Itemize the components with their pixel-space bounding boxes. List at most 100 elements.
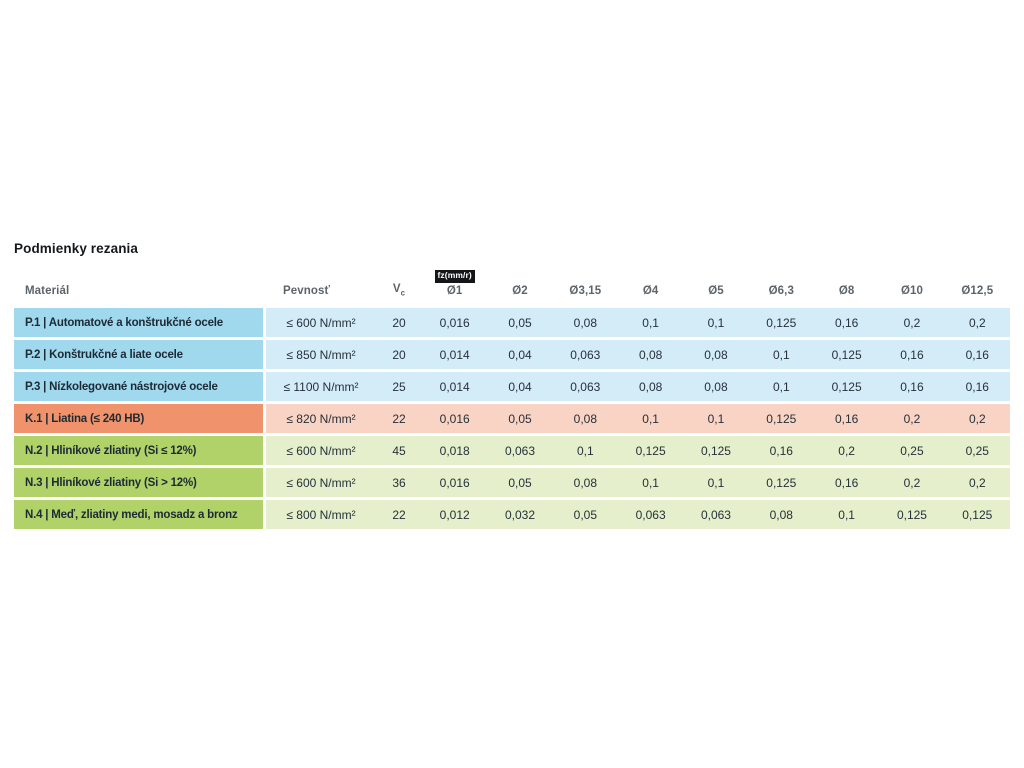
fz-cell: 0,1 <box>748 372 814 401</box>
cutting-conditions-table: Materiál Pevnosť Vc fz(mm/r) Ø1 Ø2 Ø3,15 Ø4 Ø… <box>14 260 1010 532</box>
vc-header-label: Vc <box>392 282 406 297</box>
fz-cell: 0,05 <box>487 308 553 337</box>
diameter-header-label: Ø10 <box>900 285 923 297</box>
fz-cell: 0,1 <box>683 468 749 497</box>
fz-cell: 0,063 <box>552 372 618 401</box>
fz-cell: 0,125 <box>813 340 880 369</box>
fz-cell: 0,2 <box>879 308 945 337</box>
column-header-diameter: Ø10 <box>879 263 944 305</box>
vc-cell: 45 <box>376 436 422 465</box>
material-cell: K.1 | Liatina (≤ 240 HB) <box>14 404 266 433</box>
material-cell: N.3 | Hliníkové zliatiny (Si > 12%) <box>14 468 266 497</box>
column-header-diameter: Ø6,3 <box>749 263 814 305</box>
fz-cell: 0,2 <box>879 404 945 433</box>
material-row: K.1 | Liatina (≤ 240 HB) ≤ 820 N/mm² 22 0,0… <box>14 404 1010 433</box>
fz-cell: 0,04 <box>487 372 553 401</box>
column-header-diameter: Ø4 <box>618 263 683 305</box>
diameter-header-label: Ø4 <box>642 285 659 297</box>
fz-cell: 0,08 <box>552 468 618 497</box>
fz-cell: 0,08 <box>748 500 814 529</box>
fz-cell: 0,16 <box>748 436 814 465</box>
fz-cell: 0,125 <box>748 404 814 433</box>
fz-cell: 0,016 <box>422 308 488 337</box>
material-row: P.3 | Nízkolegované nástrojové ocele ≤ 11… <box>14 372 1010 401</box>
fz-unit-badge: fz(mm/r) <box>434 269 475 283</box>
fz-cell: 0,018 <box>422 436 488 465</box>
diameter-header-label: Ø1 <box>446 285 463 297</box>
column-header-diameter: Ø8 <box>814 263 879 305</box>
fz-cell: 0,04 <box>487 340 553 369</box>
fz-cell: 0,16 <box>813 308 880 337</box>
fz-cell: 0,05 <box>487 404 553 433</box>
material-row: N.4 | Meď, zliatiny medi, mosadz a bronz… <box>14 500 1010 529</box>
fz-cell: 0,063 <box>552 340 618 369</box>
vc-cell: 20 <box>376 308 422 337</box>
fz-cell: 0,1 <box>617 404 684 433</box>
fz-cell: 0,1 <box>683 308 749 337</box>
fz-cell: 0,16 <box>879 340 945 369</box>
fz-cell: 0,125 <box>683 436 749 465</box>
fz-cell: 0,2 <box>944 404 1010 433</box>
diameter-header-label: Ø6,3 <box>768 285 794 297</box>
fz-cell: 0,05 <box>552 500 618 529</box>
vc-cell: 36 <box>376 468 422 497</box>
fz-cell: 0,08 <box>683 340 749 369</box>
pevnost-cell: ≤ 600 N/mm² <box>266 468 376 497</box>
fz-cell: 0,125 <box>813 372 880 401</box>
column-header-vc: Vc <box>376 263 422 305</box>
column-header-material: Materiál <box>14 263 266 305</box>
fz-cell: 0,16 <box>944 372 1010 401</box>
pevnost-cell: ≤ 600 N/mm² <box>266 436 376 465</box>
fz-cell: 0,063 <box>487 436 553 465</box>
material-row: P.1 | Automatové a konštrukčné ocele ≤ 60… <box>14 308 1010 337</box>
fz-cell: 0,125 <box>944 500 1010 529</box>
column-header-diameter: Ø2 <box>487 263 552 305</box>
column-header-diameter: Ø5 <box>683 263 748 305</box>
fz-cell: 0,2 <box>813 436 880 465</box>
material-cell: P.2 | Konštrukčné a liate ocele <box>14 340 266 369</box>
fz-cell: 0,08 <box>552 404 618 433</box>
fz-cell: 0,1 <box>813 500 880 529</box>
pevnost-cell: ≤ 850 N/mm² <box>266 340 376 369</box>
column-header-diameter: Ø12,5 <box>945 263 1010 305</box>
material-row: N.2 | Hliníkové zliatiny (Si ≤ 12%) ≤ 600… <box>14 436 1010 465</box>
fz-cell: 0,014 <box>422 340 488 369</box>
vc-cell: 22 <box>376 500 422 529</box>
fz-cell: 0,125 <box>748 468 814 497</box>
fz-cell: 0,125 <box>748 308 814 337</box>
fz-cell: 0,16 <box>944 340 1010 369</box>
fz-cell: 0,08 <box>552 308 618 337</box>
material-header-label: Materiál <box>25 285 70 297</box>
pevnost-cell: ≤ 820 N/mm² <box>266 404 376 433</box>
column-header-diameter: Ø3,15 <box>553 263 618 305</box>
fz-cell: 0,08 <box>617 372 684 401</box>
fz-cell: 0,012 <box>422 500 488 529</box>
material-cell: N.2 | Hliníkové zliatiny (Si ≤ 12%) <box>14 436 266 465</box>
fz-cell: 0,1 <box>617 468 684 497</box>
vc-cell: 22 <box>376 404 422 433</box>
vc-cell: 25 <box>376 372 422 401</box>
material-row: N.3 | Hliníkové zliatiny (Si > 12%) ≤ 600… <box>14 468 1010 497</box>
fz-cell: 0,25 <box>879 436 945 465</box>
diameter-header-label: Ø2 <box>512 285 528 297</box>
fz-cell: 0,125 <box>879 500 945 529</box>
diameter-header-label: Ø3,15 <box>569 285 602 297</box>
fz-cell: 0,1 <box>748 340 814 369</box>
fz-cell: 0,05 <box>487 468 553 497</box>
material-row: P.2 | Konštrukčné a liate ocele ≤ 850 N/m… <box>14 340 1010 369</box>
fz-cell: 0,2 <box>879 468 945 497</box>
fz-cell: 0,1 <box>552 436 618 465</box>
diameter-header-label: Ø8 <box>838 285 855 297</box>
fz-cell: 0,032 <box>487 500 553 529</box>
material-cell: N.4 | Meď, zliatiny medi, mosadz a bronz <box>14 500 266 529</box>
fz-cell: 0,2 <box>944 308 1010 337</box>
fz-cell: 0,063 <box>683 500 749 529</box>
material-cell: P.3 | Nízkolegované nástrojové ocele <box>14 372 266 401</box>
page-title: Podmienky rezania <box>14 241 138 256</box>
fz-cell: 0,014 <box>422 372 488 401</box>
diameter-header-label: Ø5 <box>708 285 724 297</box>
fz-cell: 0,063 <box>617 500 684 529</box>
fz-cell: 0,016 <box>422 468 488 497</box>
fz-cell: 0,16 <box>813 404 880 433</box>
